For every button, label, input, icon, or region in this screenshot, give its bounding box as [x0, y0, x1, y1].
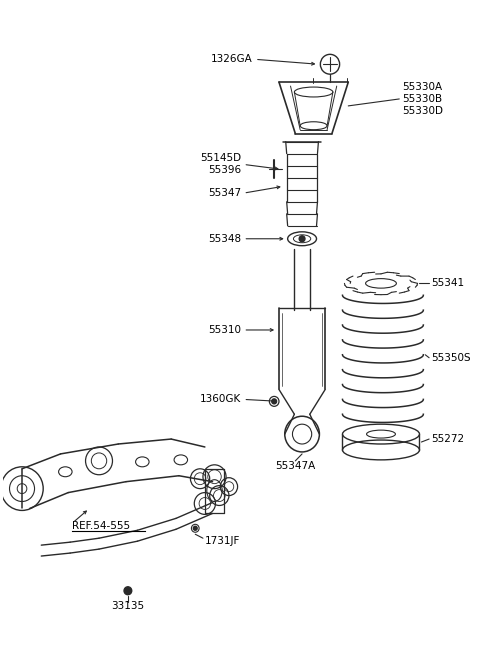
Text: 55347: 55347 — [208, 188, 241, 198]
Circle shape — [193, 527, 197, 531]
Text: 55350S: 55350S — [431, 353, 471, 363]
Text: 1326GA: 1326GA — [211, 54, 253, 64]
Text: 1360GK: 1360GK — [200, 394, 241, 404]
Text: 55347A: 55347A — [275, 461, 315, 471]
Text: 1731JF: 1731JF — [205, 536, 240, 546]
Circle shape — [272, 399, 276, 404]
Text: 55310: 55310 — [208, 325, 241, 335]
Text: 55272: 55272 — [431, 434, 464, 444]
Circle shape — [124, 587, 132, 595]
Text: REF.54-555: REF.54-555 — [72, 521, 130, 531]
Text: 55145D
55396: 55145D 55396 — [200, 153, 241, 176]
Text: 33135: 33135 — [111, 601, 144, 610]
Text: 55348: 55348 — [208, 234, 241, 244]
Text: 55341: 55341 — [431, 278, 464, 288]
Circle shape — [299, 236, 305, 242]
Text: 55330A
55330B
55330D: 55330A 55330B 55330D — [402, 82, 443, 116]
